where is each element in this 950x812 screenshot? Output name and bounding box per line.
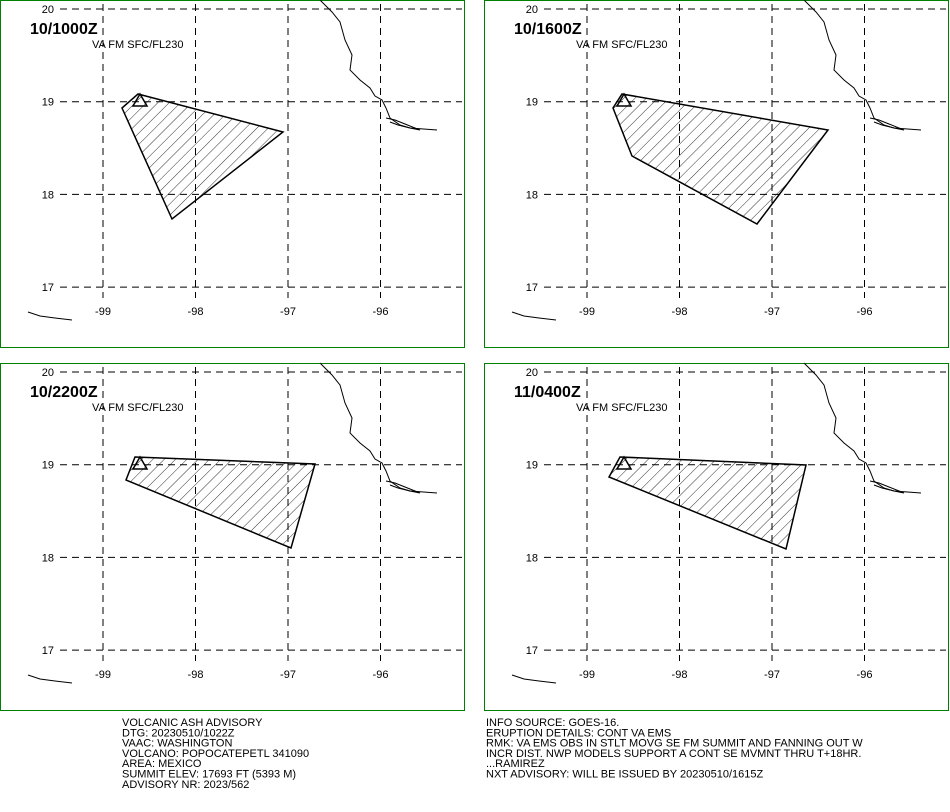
lat-label: 17 <box>526 282 538 294</box>
coastline <box>869 480 905 494</box>
volcano-symbol <box>131 455 149 470</box>
coastline <box>511 674 557 684</box>
lon-label: -98 <box>188 306 204 318</box>
coastline <box>803 0 922 131</box>
lon-label: -99 <box>95 306 111 318</box>
lon-label: -99 <box>579 306 595 318</box>
lon-label: -97 <box>280 669 296 681</box>
lat-label: 19 <box>526 460 538 472</box>
flight-level: VA FM SFC/FL230 <box>576 39 668 51</box>
coastline <box>385 117 421 131</box>
ash-area <box>607 456 807 551</box>
ash-area <box>612 93 830 225</box>
lat-label: 20 <box>42 4 54 16</box>
lon-label: -99 <box>579 669 595 681</box>
advisory-line: INFO SOURCE: GOES-16. <box>486 717 619 729</box>
panel-border <box>0 363 465 711</box>
advisory-line: VOLCANO: POPOCATEPETL 341090 <box>122 748 309 760</box>
lat-label: 20 <box>526 367 538 379</box>
lat-label: 20 <box>526 4 538 16</box>
lon-label: -97 <box>764 669 780 681</box>
advisory-line: VOLCANIC ASH ADVISORY <box>122 717 263 729</box>
advisory-line: AREA: MEXICO <box>122 758 202 770</box>
advisory-line: NXT ADVISORY: WILL BE ISSUED BY 20230510… <box>486 769 763 781</box>
advisory-line: SUMMIT ELEV: 17693 FT (5393 M) <box>122 769 296 781</box>
coastline <box>511 311 557 321</box>
advisory-line: ...RAMIREZ <box>486 758 545 770</box>
lon-label: -98 <box>672 669 688 681</box>
coastline <box>319 0 438 131</box>
coastline <box>803 362 922 494</box>
coastline <box>869 117 905 131</box>
coastline <box>27 311 73 321</box>
coastline <box>27 674 73 684</box>
ash-area <box>125 456 316 550</box>
coastline <box>385 480 421 494</box>
lat-label: 18 <box>42 552 54 564</box>
volcano-symbol <box>615 92 633 107</box>
advisory-line: INCR DIST. NWP MODELS SUPPORT A CONT SE … <box>486 748 861 760</box>
advisory-line: ADVISORY NR: 2023/562 <box>122 779 249 791</box>
forecast-time: 10/2200Z <box>30 384 98 401</box>
lon-label: -96 <box>373 669 389 681</box>
lon-label: -96 <box>857 306 873 318</box>
lat-label: 18 <box>526 552 538 564</box>
panel-border <box>484 0 949 348</box>
advisory-line: DTG: 20230510/1022Z <box>122 727 235 739</box>
flight-level: VA FM SFC/FL230 <box>576 402 668 414</box>
lat-label: 20 <box>42 367 54 379</box>
coastline <box>319 362 438 494</box>
lon-label: -96 <box>857 669 873 681</box>
lon-label: -98 <box>188 669 204 681</box>
flight-level: VA FM SFC/FL230 <box>92 39 184 51</box>
lat-label: 18 <box>526 189 538 201</box>
panel-border <box>0 0 465 348</box>
advisory-line: VAAC: WASHINGTON <box>122 738 232 750</box>
lon-label: -96 <box>373 306 389 318</box>
volcano-symbol <box>131 92 149 107</box>
lat-label: 17 <box>42 282 54 294</box>
lon-label: -97 <box>280 306 296 318</box>
flight-level: VA FM SFC/FL230 <box>92 402 184 414</box>
lat-label: 18 <box>42 189 54 201</box>
advisory-line: ERUPTION DETAILS: CONT VA EMS <box>486 727 671 739</box>
advisory-line: RMK: VA EMS OBS IN STLT MOVG SE FM SUMMI… <box>486 738 863 750</box>
lat-label: 19 <box>42 97 54 109</box>
lat-label: 19 <box>526 97 538 109</box>
volcano-symbol <box>615 455 633 470</box>
forecast-time: 10/1600Z <box>514 21 582 38</box>
lat-label: 19 <box>42 460 54 472</box>
ash-area <box>121 93 285 221</box>
lon-label: -97 <box>764 306 780 318</box>
forecast-time: 11/0400Z <box>514 384 581 401</box>
panel-border <box>484 363 949 711</box>
lat-label: 17 <box>42 645 54 657</box>
forecast-time: 10/1000Z <box>30 21 98 38</box>
lat-label: 17 <box>526 645 538 657</box>
lon-label: -99 <box>95 669 111 681</box>
lon-label: -98 <box>672 306 688 318</box>
